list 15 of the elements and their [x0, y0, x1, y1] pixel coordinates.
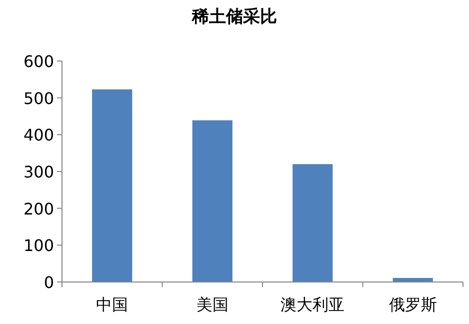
y-tick-label: 400 — [23, 126, 54, 145]
x-tick-label: 俄罗斯 — [388, 295, 437, 314]
y-tick-label: 0 — [44, 273, 54, 292]
y-tick-label: 500 — [23, 88, 54, 108]
bar — [292, 164, 333, 282]
y-tick-label: 100 — [23, 236, 54, 256]
bar — [92, 89, 132, 282]
x-tick-label: 中国 — [96, 295, 128, 314]
y-tick-label: 300 — [23, 162, 54, 182]
y-tick-label: 200 — [23, 199, 54, 218]
chart-title: 稀土储采比 — [191, 7, 277, 27]
x-tick-label: 美国 — [196, 295, 228, 314]
bar — [192, 120, 232, 282]
y-tick-label: 600 — [23, 52, 54, 71]
x-tick-label: 澳大利亚 — [280, 295, 345, 314]
